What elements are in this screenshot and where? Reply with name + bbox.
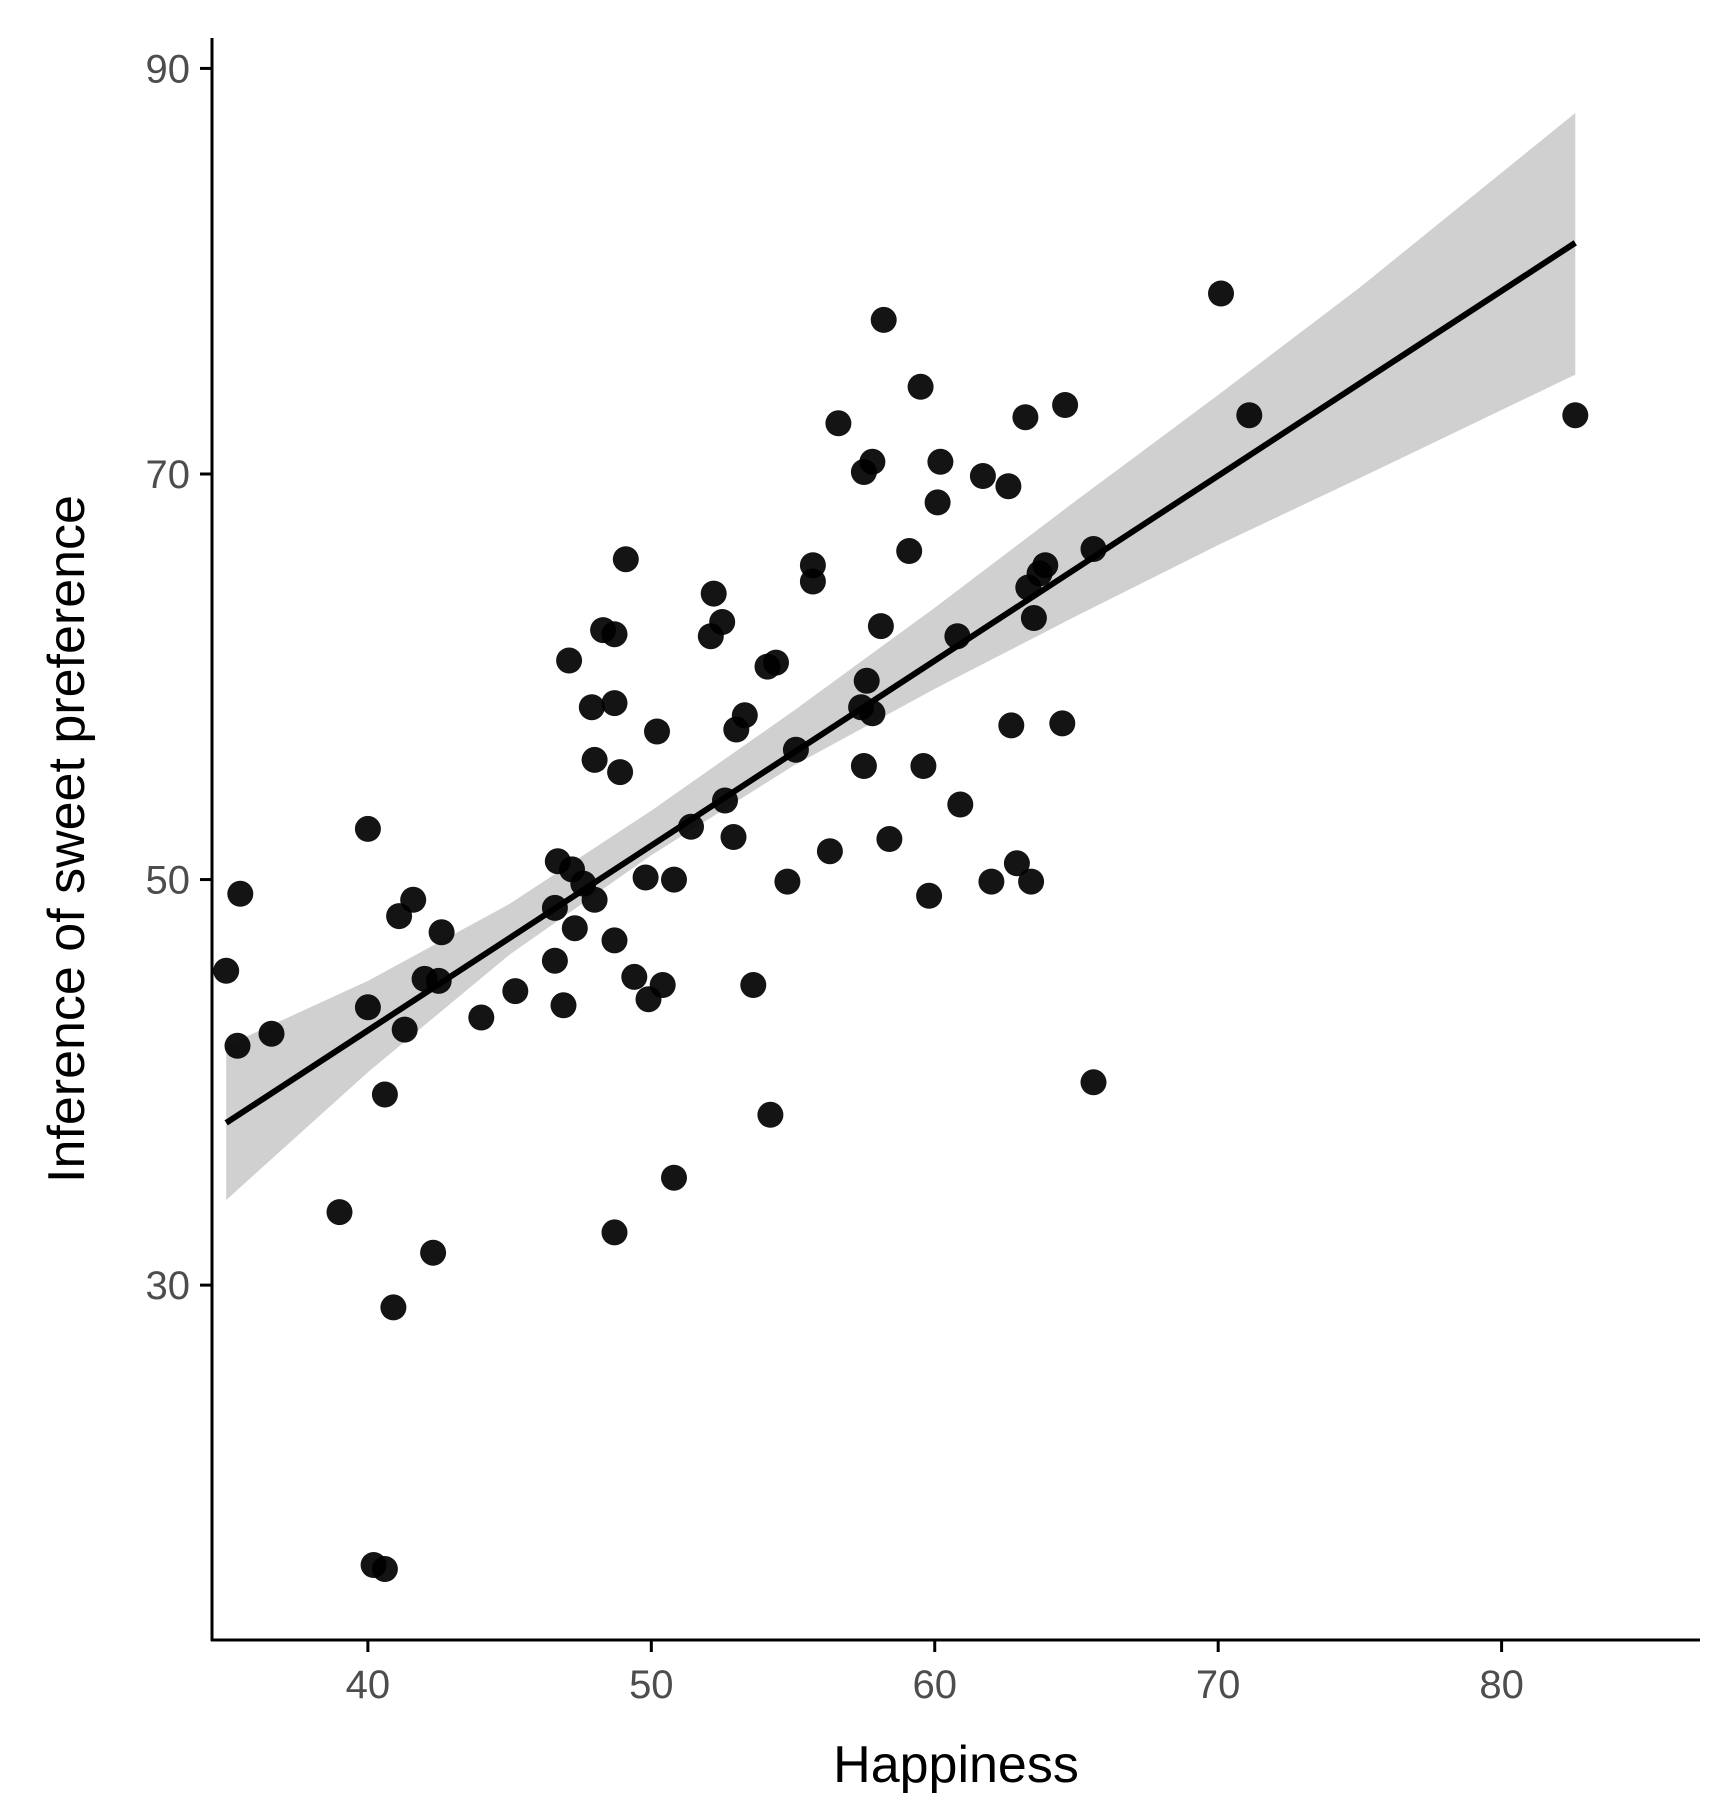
data-point <box>213 957 240 984</box>
data-point <box>649 972 676 998</box>
data-point <box>1049 710 1076 737</box>
data-point <box>541 947 568 974</box>
data-point <box>1018 868 1045 895</box>
data-point <box>1208 280 1234 307</box>
data-point <box>661 866 687 893</box>
data-point <box>924 489 951 516</box>
data-point <box>1032 552 1059 579</box>
data-point <box>910 753 937 779</box>
data-point <box>867 613 894 640</box>
confidence-band-layer <box>226 113 1576 1200</box>
data-point <box>224 1032 251 1059</box>
points-layer <box>213 280 1589 1582</box>
data-point <box>661 1164 687 1191</box>
data-point <box>550 992 577 1019</box>
data-point <box>612 546 639 573</box>
data-point <box>502 978 529 1005</box>
data-point <box>896 538 923 564</box>
data-point <box>578 694 605 721</box>
y-tick-label: 50 <box>146 859 191 903</box>
data-point <box>740 972 767 998</box>
data-point <box>927 448 954 475</box>
data-point <box>876 826 903 852</box>
data-point <box>581 746 608 773</box>
data-point <box>581 886 608 913</box>
data-point <box>1003 850 1030 877</box>
data-point <box>998 712 1025 739</box>
data-point <box>354 994 381 1021</box>
data-point <box>428 919 455 946</box>
data-point <box>731 702 758 729</box>
data-point <box>371 1556 398 1582</box>
data-point <box>561 915 588 942</box>
x-axis-title: Happiness <box>833 1736 1079 1794</box>
data-point <box>678 813 704 840</box>
data-point <box>380 1294 407 1321</box>
data-point <box>763 649 789 676</box>
confidence-band <box>226 113 1576 1200</box>
data-point <box>258 1020 285 1047</box>
data-point <box>947 791 974 818</box>
data-point <box>816 838 843 865</box>
data-point <box>601 1219 628 1246</box>
data-point <box>621 963 648 990</box>
y-tick-label: 70 <box>146 453 191 497</box>
data-point <box>601 927 628 954</box>
x-tick-label: 70 <box>1196 1663 1241 1707</box>
data-point <box>850 753 877 779</box>
data-point <box>709 609 736 635</box>
data-point <box>825 410 852 437</box>
data-point <box>720 824 747 850</box>
data-point <box>607 759 634 786</box>
data-point <box>371 1081 398 1108</box>
data-point <box>468 1004 495 1031</box>
data-point <box>1052 392 1079 418</box>
data-point <box>799 568 826 595</box>
x-tick-label: 80 <box>1479 1663 1524 1707</box>
axes-layer <box>210 38 1700 1642</box>
data-point <box>757 1101 784 1128</box>
data-point <box>400 886 427 913</box>
data-point <box>978 868 1005 895</box>
data-point <box>853 667 880 694</box>
data-point <box>354 815 381 842</box>
y-tick-label: 30 <box>146 1264 191 1308</box>
data-point <box>916 882 943 909</box>
data-point <box>556 647 583 674</box>
data-point <box>969 463 996 489</box>
data-point <box>326 1199 353 1226</box>
data-point <box>1236 402 1263 429</box>
data-point <box>1562 402 1589 429</box>
ticks-layer: 40 50 60 70 80 30 50 70 90 <box>146 47 1524 1707</box>
data-point <box>1020 605 1047 631</box>
data-point <box>995 473 1022 500</box>
data-point <box>420 1239 447 1266</box>
data-point <box>1012 404 1039 431</box>
x-tick-label: 40 <box>346 1663 391 1707</box>
y-tick-label: 90 <box>146 47 191 91</box>
data-point <box>227 880 254 907</box>
data-point <box>601 621 628 648</box>
data-point <box>1080 1069 1107 1096</box>
data-point <box>774 868 801 895</box>
fit-line-layer <box>224 240 1577 1126</box>
data-point <box>391 1016 418 1043</box>
data-point <box>601 690 628 717</box>
y-axis-title: Inference of sweet preference <box>38 495 96 1183</box>
data-point <box>907 373 934 400</box>
x-tick-label: 50 <box>629 1663 674 1707</box>
data-point <box>870 306 897 333</box>
regression-line <box>224 240 1577 1126</box>
data-point <box>859 448 886 475</box>
data-point <box>700 580 727 607</box>
data-point <box>644 718 670 745</box>
data-point <box>632 864 659 891</box>
x-tick-label: 60 <box>912 1663 957 1707</box>
